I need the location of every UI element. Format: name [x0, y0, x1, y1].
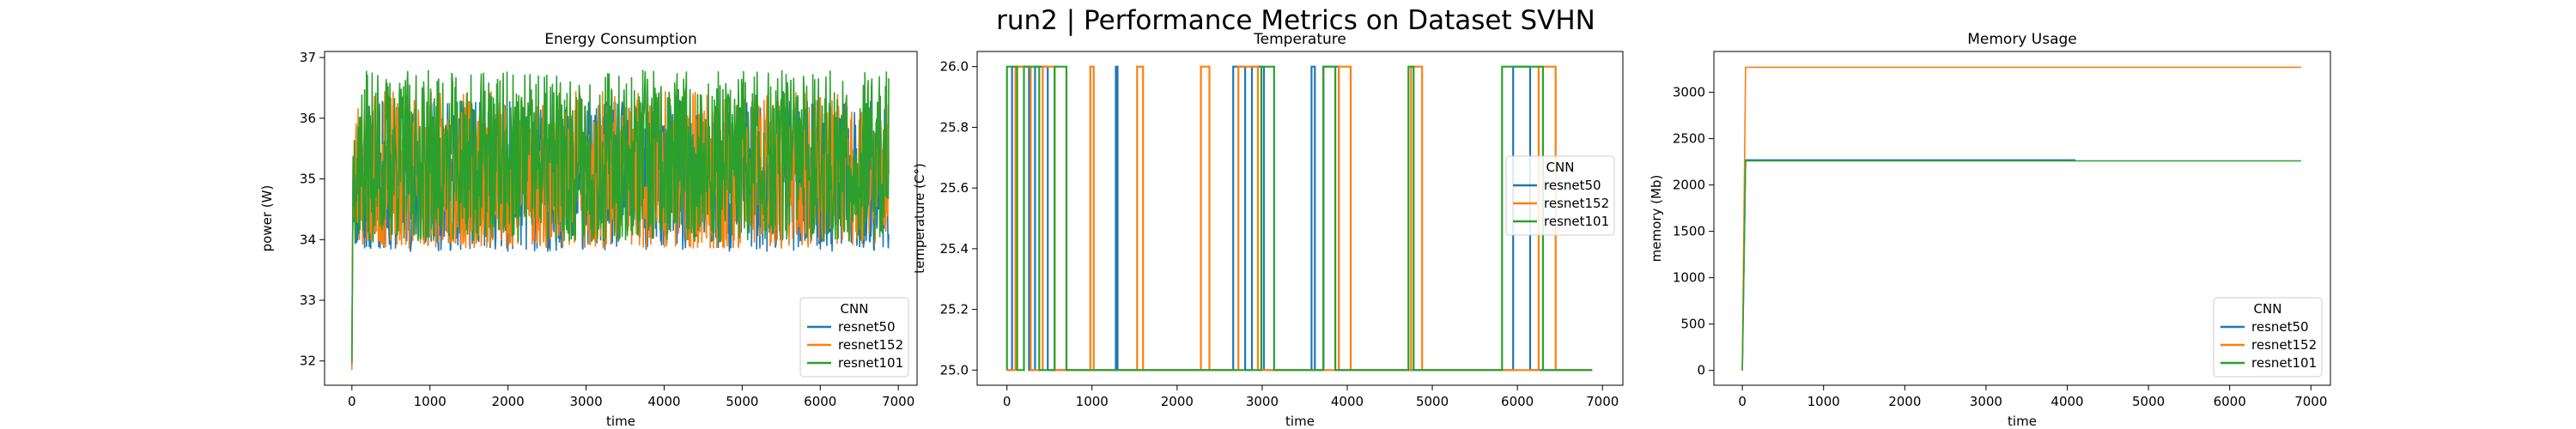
y-tick-label: 25.8 [940, 119, 969, 135]
legend-title: CNN [2254, 301, 2282, 317]
x-tick-label: 7000 [2294, 394, 2327, 409]
legend-label-resnet50: resnet50 [1544, 178, 1601, 193]
x-tick-label: 1000 [1807, 394, 1840, 409]
axes-frame [976, 51, 1624, 386]
axes-frame [1713, 51, 2331, 386]
y-tick-label: 0 [1697, 363, 1705, 378]
chart-panel-1: 0 1000 2000 3000 4000 5000 6000 7000 32 33 34 35 36 3… [259, 31, 918, 429]
plot-area [351, 69, 890, 371]
x-tick-label: 4000 [2050, 394, 2083, 409]
legend-box [2213, 297, 2323, 378]
legend-box [799, 297, 909, 378]
x-tick-label: 3000 [569, 394, 602, 409]
x-tick-label: 7000 [882, 394, 914, 409]
y-tick-label: 1500 [1673, 224, 1705, 239]
legend-title: CNN [1546, 160, 1575, 175]
legend-label-resnet101: resnet101 [1544, 214, 1609, 229]
y-tick-label: 25.0 [940, 362, 969, 378]
y-tick-label: 37 [300, 50, 316, 65]
x-tick-label: 0 [1738, 394, 1747, 409]
legend-label-resnet101: resnet101 [2251, 355, 2317, 371]
legend-label-resnet50: resnet50 [838, 319, 896, 335]
x-tick-label: 0 [1003, 394, 1012, 409]
legend: CNN resnet50 resnet152 resnet101 [799, 297, 909, 378]
y-axis-label: power (W) [259, 185, 275, 252]
x-tick-label: 2000 [1161, 394, 1194, 409]
x-axis-label: time [606, 414, 635, 429]
legend-box [1505, 155, 1615, 236]
x-tick-label: 3000 [1970, 394, 2002, 409]
y-tick-label: 36 [300, 111, 316, 126]
legend-title: CNN [841, 301, 869, 317]
y-tick-label: 33 [300, 293, 316, 308]
legend-label-resnet152: resnet152 [838, 337, 903, 353]
plot-area [1005, 65, 1593, 372]
x-axis-label: time [2008, 414, 2037, 429]
chart-title: Energy Consumption [544, 31, 697, 48]
x-tick-label: 1000 [414, 394, 447, 409]
y-axis-label: memory (Mb) [1649, 175, 1664, 263]
x-tick-label: 6000 [804, 394, 836, 409]
y-tick-label: 2500 [1673, 131, 1705, 147]
legend: CNN resnet50 resnet152 resnet101 [1505, 155, 1615, 236]
x-tick-label: 2000 [1888, 394, 1921, 409]
x-tick-label: 4000 [647, 394, 680, 409]
x-tick-label: 3000 [1246, 394, 1279, 409]
y-tick-label: 32 [300, 353, 316, 369]
legend-label-resnet152: resnet152 [1544, 196, 1609, 211]
y-tick-label: 25.6 [940, 180, 969, 196]
y-tick-label: 26.0 [940, 59, 969, 75]
y-tick-label: 25.4 [940, 241, 969, 257]
x-tick-label: 1000 [1076, 394, 1109, 409]
y-tick-label: 2000 [1673, 178, 1705, 193]
y-tick-label: 34 [300, 232, 316, 247]
chart-panel-2: 0 1000 2000 3000 4000 5000 6000 7000 25.0 25.2 25.… [912, 31, 1624, 429]
axes-frame [324, 51, 918, 386]
series-line-resnet101 [351, 69, 890, 365]
x-tick-label: 2000 [492, 394, 525, 409]
x-tick-label: 5000 [1416, 394, 1449, 409]
legend-label-resnet101: resnet101 [838, 355, 903, 371]
legend-label-resnet152: resnet152 [2251, 337, 2317, 353]
legend-label-resnet50: resnet50 [2251, 319, 2309, 335]
x-tick-label: 5000 [2132, 394, 2165, 409]
x-tick-label: 7000 [1586, 394, 1619, 409]
x-tick-label: 6000 [1501, 394, 1534, 409]
legend: CNN resnet50 resnet152 resnet101 [2213, 297, 2323, 378]
x-axis-label: time [1285, 414, 1315, 429]
y-tick-label: 1000 [1673, 270, 1705, 286]
series-line-resnet101 [1741, 160, 2301, 371]
y-tick-label: 3000 [1673, 85, 1705, 100]
chart-title: Memory Usage [1967, 31, 2077, 48]
x-tick-label: 6000 [2214, 394, 2246, 409]
chart-title: Temperature [1253, 31, 1346, 48]
figure-title: run2 | Performance Metrics on Dataset SV… [996, 5, 1595, 36]
chart-panel-3: 0 1000 2000 3000 4000 5000 6000 7000 0 500 1000 150… [1649, 31, 2331, 429]
x-tick-label: 4000 [1331, 394, 1364, 409]
series-line-resnet152 [1006, 65, 1593, 372]
y-tick-label: 25.2 [940, 302, 969, 317]
y-tick-label: 500 [1680, 317, 1705, 332]
x-tick-label: 0 [348, 394, 356, 409]
x-tick-label: 5000 [726, 394, 758, 409]
series-line-resnet101 [1005, 65, 1593, 372]
y-axis-label: temperature (C°) [912, 163, 927, 274]
y-tick-label: 35 [300, 172, 316, 187]
plot-area [1741, 66, 2301, 371]
